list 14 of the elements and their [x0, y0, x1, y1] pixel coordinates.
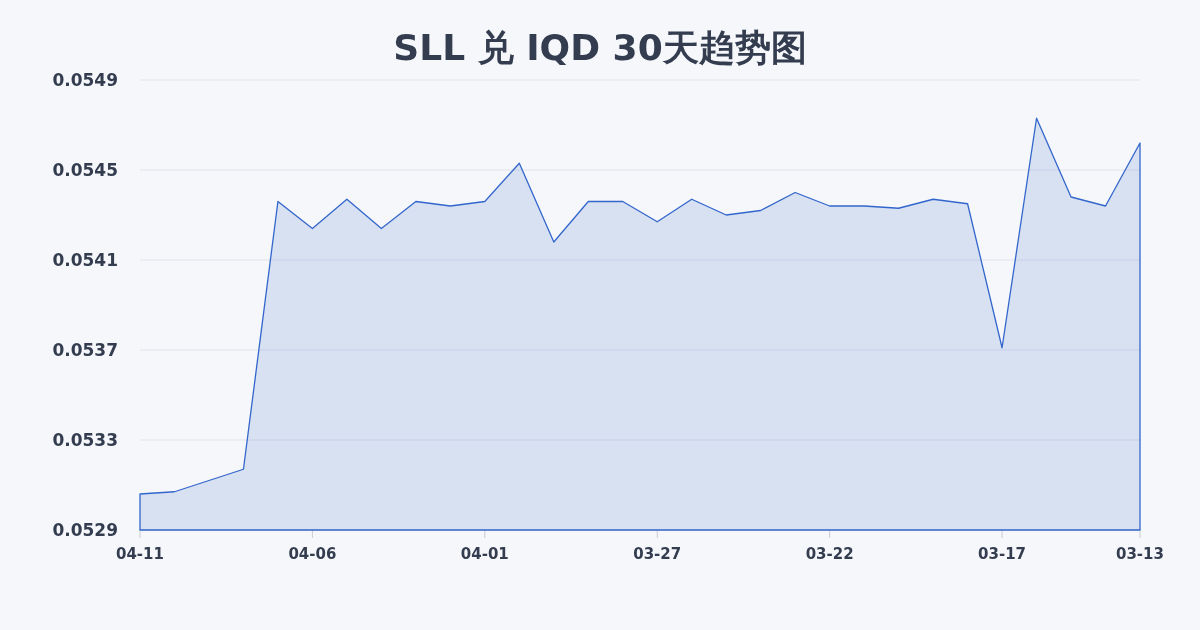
- y-tick-label: 0.0549: [52, 70, 118, 90]
- y-tick-label: 0.0545: [52, 160, 118, 180]
- x-tick-label: 04-06: [288, 545, 337, 563]
- x-tick-label: 04-11: [116, 545, 164, 563]
- x-tick-label: 03-22: [805, 545, 854, 563]
- x-tick-label: 03-13: [1116, 545, 1164, 563]
- y-tick-label: 0.0541: [52, 250, 118, 270]
- title: SLL 兑 IQD 30天趋势图: [393, 27, 807, 68]
- y-tick-label: 0.0537: [52, 340, 118, 360]
- x-tick-label: 04-01: [460, 545, 509, 563]
- x-tick-label: 03-17: [978, 545, 1027, 563]
- x-tick-label: 03-27: [633, 545, 682, 563]
- y-tick-label: 0.0533: [52, 430, 118, 450]
- y-tick-label: 0.0529: [52, 520, 118, 540]
